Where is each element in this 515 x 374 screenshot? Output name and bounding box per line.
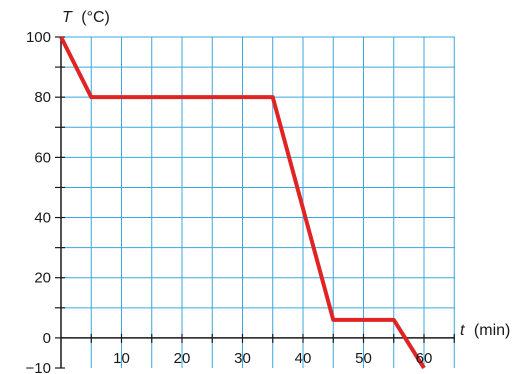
tick-labels: 100 80 60 40 20 0 −10 10 20 30 40 50 60 (26, 29, 433, 374)
x-axis-variable: t (460, 322, 465, 339)
y-axis-unit: (°C) (81, 9, 110, 26)
temperature-series-line (59, 36, 426, 370)
x-axis-title: t (min) (460, 322, 510, 339)
x-tick-label: 10 (113, 350, 130, 367)
y-tick-label: 40 (34, 210, 51, 227)
y-tick-label: 60 (34, 149, 51, 166)
y-tick-label: 100 (26, 29, 51, 46)
plot-area (59, 36, 426, 370)
y-tick-label: 20 (34, 270, 51, 287)
x-tick-label: 20 (174, 350, 191, 367)
x-tick-label: 60 (416, 350, 433, 367)
axes (55, 36, 455, 369)
grid (61, 36, 455, 368)
x-tick-label: 30 (234, 350, 251, 367)
y-axis-title: T (°C) (62, 9, 110, 26)
y-tick-label: 80 (34, 89, 51, 106)
x-axis-unit: (min) (474, 322, 510, 339)
x-tick-label: 40 (295, 350, 312, 367)
y-axis-variable: T (62, 9, 73, 26)
y-tick-label: −10 (26, 360, 51, 374)
y-tick-label: 0 (43, 330, 51, 347)
x-tick-label: 50 (355, 350, 372, 367)
